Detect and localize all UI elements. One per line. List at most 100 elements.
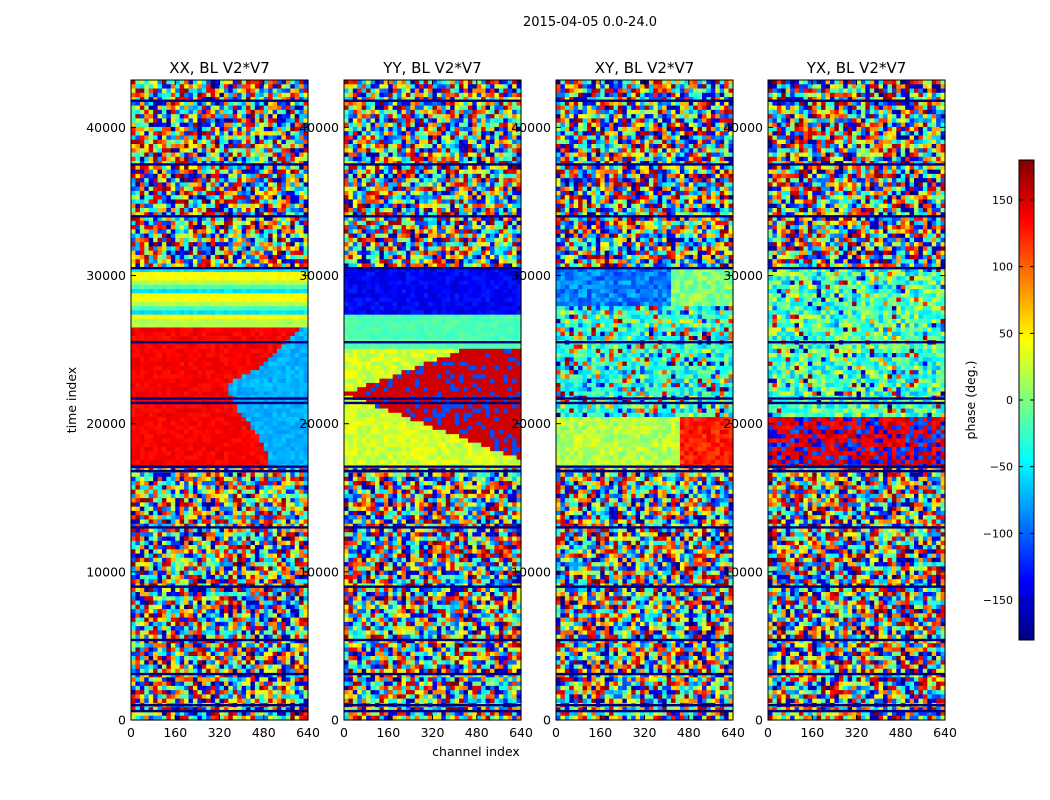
heatmap-cell: [277, 374, 283, 380]
heatmap-cell: [250, 208, 256, 213]
heatmap-cell: [197, 604, 203, 610]
heatmap-cell: [135, 186, 141, 192]
heatmap-cell: [131, 532, 137, 538]
heatmap-cell: [254, 331, 260, 337]
heatmap-cell: [232, 203, 238, 209]
heatmap-cell: [223, 182, 229, 188]
heatmap-cell: [232, 135, 238, 141]
heatmap-cell: [157, 114, 163, 119]
heatmap-cell: [161, 404, 167, 410]
heatmap-cell: [206, 391, 212, 397]
heatmap-cell: [250, 284, 256, 290]
heatmap-cell: [241, 220, 247, 226]
heatmap-cell: [139, 540, 145, 546]
heatmap-cell: [223, 165, 229, 171]
heatmap-cell: [161, 276, 167, 282]
heatmap-cell: [290, 562, 296, 567]
heatmap-cell: [131, 208, 137, 213]
heatmap-cell: [157, 540, 163, 546]
heatmap-cell: [139, 297, 145, 303]
heatmap-cell: [170, 438, 176, 444]
heatmap-cell: [197, 323, 203, 329]
heatmap-cell: [184, 609, 190, 614]
heatmap-cell: [254, 425, 260, 431]
heatmap-cell: [161, 190, 167, 196]
heatmap-cell: [206, 609, 212, 614]
heatmap-cell: [157, 263, 163, 269]
heatmap-cell: [259, 229, 265, 235]
heatmap-cell: [188, 348, 194, 354]
heatmap-cell: [206, 109, 212, 115]
heatmap-cell: [223, 203, 229, 209]
heatmap-cell: [219, 570, 225, 576]
heatmap-cell: [259, 148, 265, 154]
heatmap-cell: [223, 105, 229, 111]
heatmap-cell: [290, 574, 296, 580]
heatmap-cell: [210, 476, 216, 482]
heatmap-cell: [246, 425, 252, 431]
heatmap-cell: [254, 438, 260, 444]
heatmap-cell: [241, 186, 247, 192]
heatmap-cell: [241, 442, 247, 448]
heatmap-cell: [161, 579, 167, 585]
heatmap-cell: [299, 549, 305, 555]
heatmap-cell: [228, 225, 234, 230]
heatmap-cell: [281, 459, 287, 465]
heatmap-cell: [148, 545, 154, 550]
heatmap-cell: [232, 562, 238, 567]
heatmap-cell: [157, 370, 163, 375]
heatmap-cell: [188, 370, 194, 375]
heatmap-cell: [272, 506, 278, 512]
heatmap-cell: [201, 391, 207, 397]
heatmap-cell: [303, 378, 309, 384]
heatmap-cell: [250, 438, 256, 444]
heatmap-cell: [246, 246, 252, 252]
heatmap-cell: [175, 306, 181, 311]
heatmap-cell: [201, 182, 207, 188]
heatmap-cell: [237, 438, 243, 444]
heatmap-cell: [184, 374, 190, 380]
heatmap-cell: [223, 502, 229, 508]
heatmap-cell: [259, 208, 265, 213]
heatmap-cell: [148, 208, 154, 213]
heatmap-cell: [246, 331, 252, 337]
heatmap-cell: [144, 186, 150, 192]
heatmap-cell: [281, 592, 287, 597]
heatmap-cell: [281, 485, 287, 491]
heatmap-cell: [241, 109, 247, 115]
heatmap-cell: [250, 515, 256, 521]
heatmap-cell: [179, 451, 185, 457]
heatmap-cell: [135, 122, 141, 128]
heatmap-cell: [303, 267, 309, 273]
heatmap-cell: [263, 233, 269, 239]
heatmap-cell: [250, 417, 256, 422]
heatmap-cell: [237, 169, 243, 175]
heatmap-cell: [237, 182, 243, 188]
heatmap-cell: [170, 570, 176, 576]
heatmap-cell: [148, 425, 154, 431]
heatmap-cell: [228, 485, 234, 491]
heatmap-cell: [184, 523, 190, 529]
heatmap-cell: [263, 429, 269, 435]
heatmap-cell: [254, 412, 260, 418]
heatmap-cell: [228, 327, 234, 333]
heatmap-cell: [201, 510, 207, 516]
heatmap-cell: [268, 144, 274, 149]
heatmap-cell: [201, 579, 207, 585]
heatmap-cell: [268, 378, 274, 384]
heatmap-cell: [277, 570, 283, 576]
heatmap-cell: [153, 592, 159, 597]
heatmap-cell: [135, 412, 141, 418]
heatmap-cell: [254, 592, 260, 597]
heatmap-cell: [215, 318, 221, 324]
heatmap-cell: [170, 203, 176, 209]
heatmap-cell: [188, 88, 194, 94]
heatmap-cell: [290, 472, 296, 478]
heatmap-cell: [299, 280, 305, 286]
heatmap-cell: [153, 284, 159, 290]
heatmap-cell: [175, 237, 181, 243]
heatmap-cell: [166, 318, 172, 324]
heatmap-cell: [175, 336, 181, 341]
heatmap-cell: [254, 374, 260, 380]
heatmap-cell: [153, 272, 159, 277]
